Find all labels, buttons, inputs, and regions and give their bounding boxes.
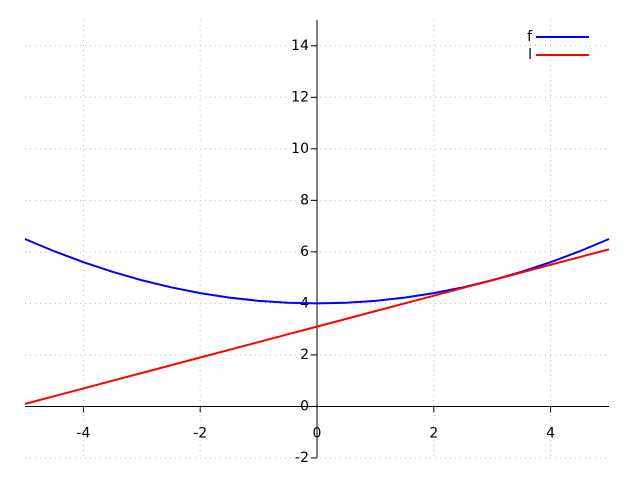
legend-label: l bbox=[528, 47, 532, 63]
x-tick-label: -4 bbox=[76, 425, 90, 441]
series-line bbox=[24, 248, 610, 405]
y-tick-label: 8 bbox=[300, 192, 309, 208]
y-tick-label: 14 bbox=[291, 38, 309, 54]
x-tick-label: -2 bbox=[193, 425, 207, 441]
x-tick-label: 0 bbox=[313, 425, 322, 441]
legend-label: f bbox=[527, 29, 533, 45]
y-tick-label: -2 bbox=[295, 450, 309, 466]
y-tick-label: 2 bbox=[300, 347, 309, 363]
y-tick-label: 6 bbox=[300, 244, 309, 260]
y-tick-label: 10 bbox=[291, 141, 309, 157]
x-tick-label: 2 bbox=[429, 425, 438, 441]
y-tick-label: 12 bbox=[291, 89, 309, 105]
x-tick-label: 4 bbox=[546, 425, 555, 441]
y-tick-label: 0 bbox=[300, 398, 309, 414]
